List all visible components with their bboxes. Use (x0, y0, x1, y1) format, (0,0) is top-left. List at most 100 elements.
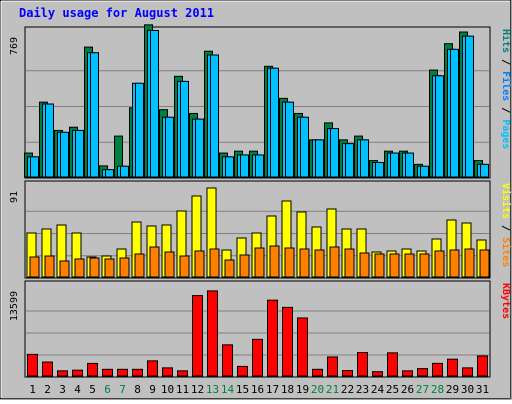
bar-kbytes-21 (327, 356, 338, 377)
x-tick-label-14: 14 (221, 383, 235, 396)
bar-sites-24 (374, 253, 385, 278)
x-tick-label-1: 1 (29, 383, 36, 396)
x-tick-label-25: 25 (386, 383, 399, 396)
bar-pages-26 (405, 152, 414, 178)
x-tick-label-16: 16 (251, 383, 264, 396)
bar-pages-15 (240, 154, 249, 178)
panel-bottom-ymax-label: 13599 (9, 291, 20, 321)
bar-kbytes-30 (462, 367, 473, 377)
bar-kbytes-23 (357, 352, 368, 377)
panel-middle: 91 Visits / Sites (9, 180, 512, 279)
x-tick-label-7: 7 (119, 383, 126, 396)
panel-bottom-legend-text: KBytes (500, 283, 511, 319)
bar-pages-9 (150, 29, 159, 178)
bar-sites-21 (329, 246, 340, 278)
legend-pages: Pages (500, 119, 511, 149)
bar-kbytes-31 (477, 355, 488, 377)
bar-kbytes-24 (372, 371, 383, 377)
series-sites (29, 245, 490, 278)
chart-panels: 769 Hits / Files / Pages 91 Visits / Sites 1… (9, 24, 512, 378)
bar-sites-12 (194, 250, 205, 278)
bar-sites-16 (254, 247, 265, 278)
bar-pages-12 (195, 118, 204, 178)
bar-pages-2 (45, 103, 54, 178)
bar-pages-30 (465, 35, 474, 178)
bar-sites-3 (59, 260, 70, 278)
bar-sites-22 (344, 248, 355, 278)
bar-sites-4 (74, 258, 85, 278)
bar-pages-21 (330, 128, 339, 178)
bar-sites-29 (449, 249, 460, 278)
bar-sites-28 (434, 250, 445, 278)
bar-kbytes-25 (387, 352, 398, 377)
bar-sites-7 (119, 257, 130, 278)
x-tick-label-13: 13 (206, 383, 219, 396)
bar-pages-14 (225, 156, 234, 178)
x-tick-label-26: 26 (401, 383, 414, 396)
chart-title: Daily usage for August 2011 (19, 6, 214, 20)
legend-kbytes: KBytes (500, 283, 511, 319)
bar-kbytes-9 (147, 360, 158, 377)
bar-pages-23 (360, 139, 369, 178)
bar-sites-1 (29, 256, 40, 278)
bar-pages-31 (480, 163, 489, 178)
bar-pages-10 (165, 116, 174, 178)
legend-separator: / (500, 101, 511, 119)
legend-sites: Sites (500, 237, 512, 267)
x-tick-label-23: 23 (356, 383, 369, 396)
x-tick-label-18: 18 (281, 383, 294, 396)
bar-sites-2 (44, 255, 55, 278)
bar-pages-3 (60, 131, 69, 178)
bar-kbytes-10 (162, 367, 173, 377)
x-tick-label-5: 5 (89, 383, 96, 396)
bar-pages-16 (255, 154, 264, 178)
bar-pages-24 (375, 161, 384, 178)
legend-files: Files (500, 71, 512, 101)
x-tick-label-29: 29 (446, 383, 459, 396)
bar-sites-9 (149, 246, 160, 278)
bar-pages-1 (30, 156, 39, 178)
bar-pages-13 (210, 54, 219, 178)
bar-sites-30 (464, 248, 475, 278)
bar-sites-18 (284, 247, 295, 278)
panel-top-legend-text: Hits / Files / Pages (500, 29, 512, 149)
bar-pages-4 (75, 129, 84, 178)
bar-kbytes-19 (297, 317, 308, 377)
bar-pages-6 (105, 169, 114, 178)
bar-sites-17 (269, 245, 280, 278)
bar-kbytes-14 (222, 344, 233, 377)
bar-kbytes-11 (177, 370, 188, 377)
x-tick-label-19: 19 (296, 383, 309, 396)
x-tick-label-30: 30 (461, 383, 474, 396)
bar-kbytes-1 (27, 353, 38, 377)
x-tick-label-8: 8 (134, 383, 141, 396)
series-pages (30, 29, 489, 178)
legend-visits: Visits (500, 183, 512, 219)
x-tick-label-12: 12 (191, 383, 204, 396)
x-tick-label-10: 10 (161, 383, 174, 396)
bar-pages-7 (120, 165, 129, 178)
bar-pages-17 (270, 67, 279, 178)
panel-middle-legend: Visits / Sites (500, 183, 512, 267)
x-tick-label-27: 27 (416, 383, 429, 396)
bar-pages-19 (300, 116, 309, 178)
bar-kbytes-22 (342, 370, 353, 377)
bar-kbytes-5 (87, 362, 98, 377)
bar-sites-23 (359, 252, 370, 278)
x-tick-label-22: 22 (341, 383, 354, 396)
bar-pages-18 (285, 101, 294, 178)
x-tick-label-17: 17 (266, 383, 279, 396)
x-tick-label-15: 15 (236, 383, 249, 396)
bar-pages-29 (450, 48, 459, 178)
bar-sites-10 (164, 251, 175, 278)
x-tick-label-9: 9 (149, 383, 156, 396)
x-tick-label-24: 24 (371, 383, 385, 396)
panel-top-legend: Hits / Files / Pages (500, 29, 512, 149)
bar-sites-13 (209, 248, 220, 278)
x-tick-label-6: 6 (104, 383, 111, 396)
bar-sites-31 (479, 249, 490, 278)
bar-sites-6 (104, 258, 115, 278)
bar-pages-5 (90, 52, 99, 178)
bar-kbytes-28 (432, 362, 443, 377)
